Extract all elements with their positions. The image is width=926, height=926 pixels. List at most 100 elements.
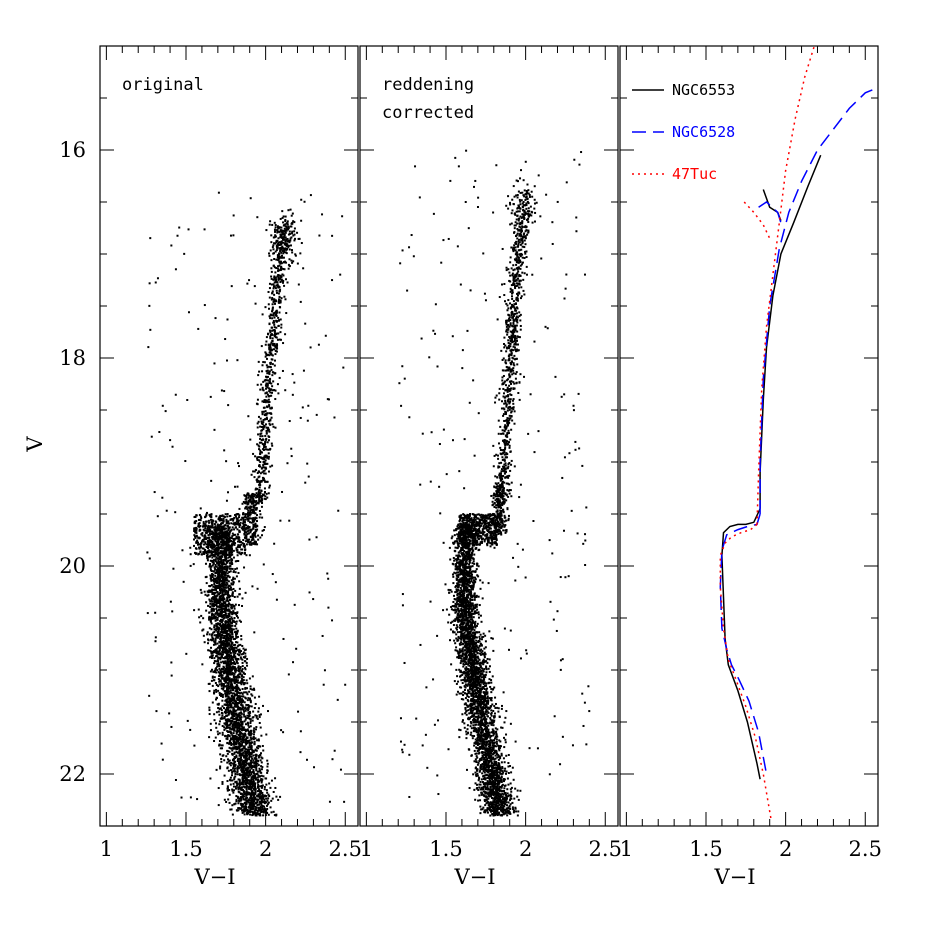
star-point <box>222 614 225 617</box>
star-point <box>267 429 270 432</box>
star-point <box>201 547 204 550</box>
star-point <box>254 762 257 765</box>
star-point <box>232 638 235 641</box>
star-point <box>239 758 242 761</box>
star-point <box>258 448 261 451</box>
star-point <box>262 418 265 421</box>
star-point <box>242 734 245 737</box>
star-point <box>236 751 239 754</box>
star-point <box>222 580 225 583</box>
star-point <box>266 455 269 458</box>
star-point <box>242 766 245 769</box>
star-point <box>271 333 274 336</box>
star-point <box>210 539 213 542</box>
star-point <box>272 248 275 251</box>
star-point <box>277 274 280 277</box>
star-point <box>220 670 223 673</box>
star-point <box>266 771 269 774</box>
star-point <box>221 590 224 593</box>
star-point <box>214 550 217 553</box>
star-point <box>274 777 277 780</box>
star-point <box>226 579 229 582</box>
star-point <box>214 668 217 671</box>
star-point <box>234 533 237 536</box>
star-point <box>241 741 244 744</box>
star-point <box>251 534 254 537</box>
star-point <box>204 527 207 530</box>
star-point <box>238 699 241 702</box>
star-point <box>199 621 202 624</box>
star-point <box>258 456 261 459</box>
star-point <box>193 534 196 537</box>
star-point <box>268 296 271 299</box>
star-point <box>270 275 273 278</box>
star-point <box>216 553 219 556</box>
star-point <box>214 526 217 529</box>
star-point <box>216 609 219 612</box>
star-point <box>225 637 228 640</box>
star-point <box>274 786 277 789</box>
star-point <box>272 287 275 290</box>
star-point <box>243 649 246 652</box>
star-point <box>261 534 264 537</box>
star-point <box>226 548 229 551</box>
star-point <box>223 666 226 669</box>
star-point <box>220 536 223 539</box>
star-point <box>235 745 238 748</box>
star-point <box>200 542 203 545</box>
star-point <box>234 775 237 778</box>
star-point <box>251 496 254 499</box>
star-point <box>232 534 235 537</box>
star-point <box>249 720 252 723</box>
star-point <box>246 769 249 772</box>
star-point <box>271 310 274 313</box>
star-point <box>261 364 264 367</box>
star-point <box>241 739 244 742</box>
star-point <box>253 688 256 691</box>
star-point <box>229 651 232 654</box>
star-point <box>219 656 222 659</box>
star-point <box>260 796 263 799</box>
star-point <box>238 648 241 651</box>
star-point <box>246 813 249 816</box>
star-point <box>258 488 261 491</box>
star-point <box>265 797 268 800</box>
star-point <box>266 762 269 765</box>
star-point <box>227 713 230 716</box>
star-point <box>223 635 226 638</box>
star-point <box>213 640 216 643</box>
star-point <box>229 720 232 723</box>
star-point <box>246 781 249 784</box>
star-point <box>243 762 246 765</box>
star-point <box>213 538 216 541</box>
star-point <box>226 780 229 783</box>
star-point <box>271 444 274 447</box>
star-point <box>236 690 239 693</box>
star-point <box>226 726 229 729</box>
star-point <box>235 719 238 722</box>
star-point <box>221 535 224 538</box>
star-point <box>217 578 220 581</box>
star-point <box>241 793 244 796</box>
star-point <box>256 456 259 459</box>
star-point <box>260 498 263 501</box>
star-point <box>221 565 224 568</box>
star-point <box>285 261 288 264</box>
star-point <box>256 759 259 762</box>
star-point <box>230 747 233 750</box>
star-point <box>258 516 261 519</box>
star-point <box>234 686 237 689</box>
star-point <box>243 810 246 813</box>
star-point <box>248 792 251 795</box>
star-point <box>276 383 279 386</box>
star-point <box>196 539 199 542</box>
star-point <box>210 599 213 602</box>
star-point <box>260 803 263 806</box>
star-point <box>226 591 229 594</box>
star-point <box>261 386 264 389</box>
star-point <box>201 663 204 666</box>
star-point <box>278 290 281 293</box>
star-point <box>236 674 239 677</box>
star-point <box>243 524 246 527</box>
star-point <box>228 553 231 556</box>
